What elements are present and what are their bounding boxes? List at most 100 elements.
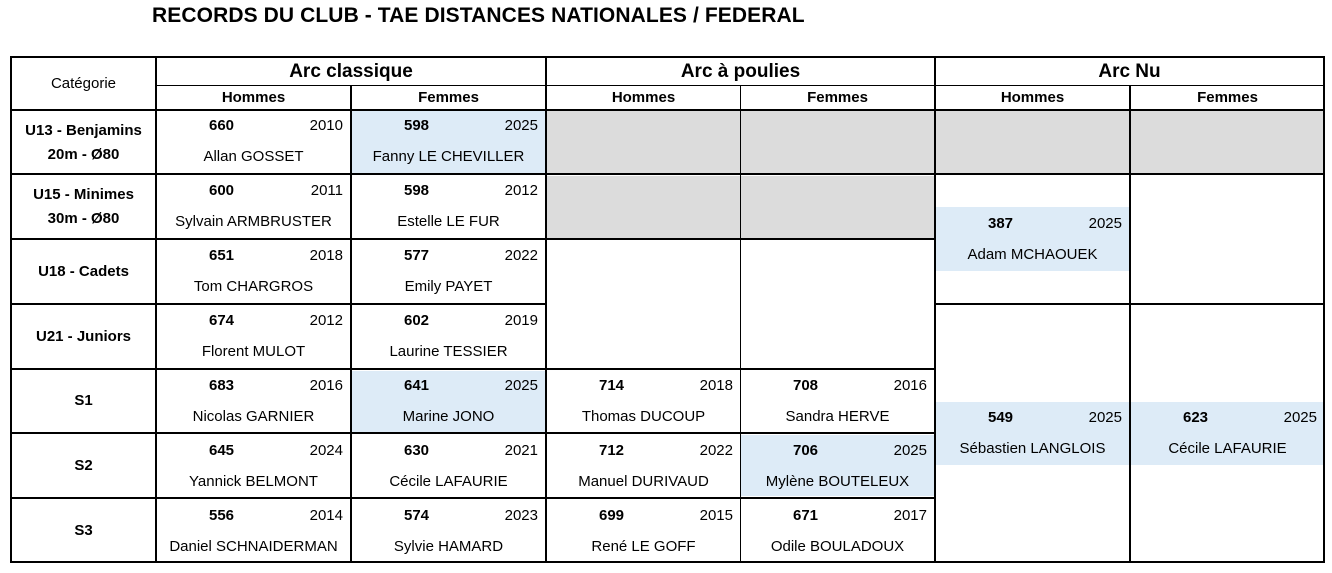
record-year: 2025 (1088, 409, 1122, 426)
record-year: 2022 (504, 247, 538, 264)
record-archer-name: Thomas DUCOUP (581, 408, 706, 425)
record-year: 2014 (309, 507, 343, 524)
record-year: 2024 (309, 442, 343, 459)
record-archer-name: Adam MCHAOUEK (967, 246, 1098, 263)
gender-header: Hommes (611, 89, 676, 106)
na-cell-u15-poulies-hommes (547, 176, 740, 238)
na-cell-u13-nu-femmes (1131, 111, 1324, 173)
gender-header: Femmes (807, 89, 868, 106)
record-archer-name: Tom CHARGROS (193, 278, 314, 295)
record-year: 2016 (893, 377, 927, 394)
na-cell-u13-nu-hommes (936, 111, 1129, 173)
record-year: 2025 (893, 442, 927, 459)
gender-header: Femmes (1197, 89, 1258, 106)
category-label: U18 - Cadets (38, 263, 129, 280)
record-score: 683 (209, 377, 235, 394)
na-cell-u15-poulies-femmes (741, 176, 934, 238)
record-score: 706 (793, 442, 819, 459)
record-score: 549 (988, 409, 1014, 426)
record-year: 2010 (309, 117, 343, 134)
record-score: 645 (209, 442, 235, 459)
record-score: 660 (209, 117, 235, 134)
gender-header: Hommes (1000, 89, 1065, 106)
record-score: 598 (404, 117, 430, 134)
record-archer-name: René LE GOFF (591, 538, 696, 555)
record-year: 2025 (504, 117, 538, 134)
page-title: RECORDS DU CLUB - TAE DISTANCES NATIONAL… (152, 4, 805, 27)
record-archer-name: Emily PAYET (404, 278, 493, 295)
record-archer-name: Laurine TESSIER (389, 343, 508, 360)
record-score: 574 (404, 507, 430, 524)
record-year: 2019 (504, 312, 538, 329)
new-record-highlight (936, 402, 1129, 465)
record-archer-name: Daniel SCHNAIDERMAN (169, 538, 338, 555)
category-label: S3 (74, 522, 93, 539)
record-score: 712 (599, 442, 625, 459)
record-archer-name: Sébastien LANGLOIS (959, 440, 1106, 457)
record-year: 2017 (893, 507, 927, 524)
record-score: 651 (209, 247, 235, 264)
record-score: 556 (209, 507, 235, 524)
record-score: 630 (404, 442, 430, 459)
record-archer-name: Mylène BOUTELEUX (765, 473, 910, 490)
record-score: 623 (1183, 409, 1209, 426)
record-year: 2011 (310, 182, 343, 199)
group-header-classique: Arc classique (289, 61, 413, 82)
new-record-highlight (352, 111, 545, 173)
new-record-highlight (741, 435, 934, 496)
record-archer-name: Odile BOULADOUX (770, 538, 905, 555)
record-score: 598 (404, 182, 430, 199)
record-score: 674 (209, 312, 235, 329)
record-score: 577 (404, 247, 430, 264)
new-record-highlight (352, 371, 545, 432)
record-score: 714 (599, 377, 625, 394)
gender-header: Femmes (418, 89, 479, 106)
record-year: 2018 (699, 377, 733, 394)
record-year: 2015 (699, 507, 733, 524)
na-cell-u13-poulies-femmes (741, 111, 934, 173)
category-header: Catégorie (50, 75, 117, 92)
new-record-highlight (936, 207, 1129, 271)
record-score: 600 (209, 182, 235, 199)
category-label: U21 - Juniors (35, 328, 132, 345)
record-year: 2022 (699, 442, 733, 459)
record-archer-name: Sylvie HAMARD (393, 538, 504, 555)
category-distance: 30m - Ø80 (47, 210, 120, 227)
record-year: 2021 (504, 442, 538, 459)
record-archer-name: Sylvain ARMBRUSTER (175, 213, 332, 230)
category-label: U15 - Minimes (33, 186, 134, 203)
record-year: 2023 (504, 507, 538, 524)
record-archer-name: Florent MULOT (201, 343, 306, 360)
record-archer-name: Cécile LAFAURIE (389, 473, 508, 490)
category-distance: 20m - Ø80 (47, 146, 120, 163)
record-archer-name: Nicolas GARNIER (192, 408, 315, 425)
category-label: U13 - Benjamins (25, 122, 142, 139)
record-year: 2025 (504, 377, 538, 394)
category-label: S2 (74, 457, 93, 474)
record-year: 2025 (1088, 215, 1122, 232)
record-archer-name: Manuel DURIVAUD (578, 473, 709, 490)
record-score: 602 (404, 312, 430, 329)
group-header-nu: Arc Nu (1098, 61, 1161, 82)
record-score: 699 (599, 507, 625, 524)
record-year: 2025 (1283, 409, 1317, 426)
category-label: S1 (74, 392, 93, 409)
record-archer-name: Estelle LE FUR (397, 213, 500, 230)
new-record-highlight (1131, 402, 1324, 465)
group-header-poulies: Arc à poulies (680, 61, 801, 82)
record-year: 2018 (309, 247, 343, 264)
record-score: 671 (793, 507, 819, 524)
record-score: 641 (404, 377, 430, 394)
record-archer-name: Cécile LAFAURIE (1168, 440, 1287, 457)
record-year: 2016 (309, 377, 343, 394)
record-archer-name: Marine JONO (402, 408, 495, 425)
record-archer-name: Allan GOSSET (203, 148, 304, 165)
record-archer-name: Yannick BELMONT (189, 473, 318, 490)
record-score: 387 (988, 215, 1014, 232)
record-score: 708 (793, 377, 819, 394)
gender-header: Hommes (221, 89, 286, 106)
record-year: 2012 (309, 312, 343, 329)
na-cell-u13-poulies-hommes (547, 111, 740, 173)
record-year: 2012 (504, 182, 538, 199)
